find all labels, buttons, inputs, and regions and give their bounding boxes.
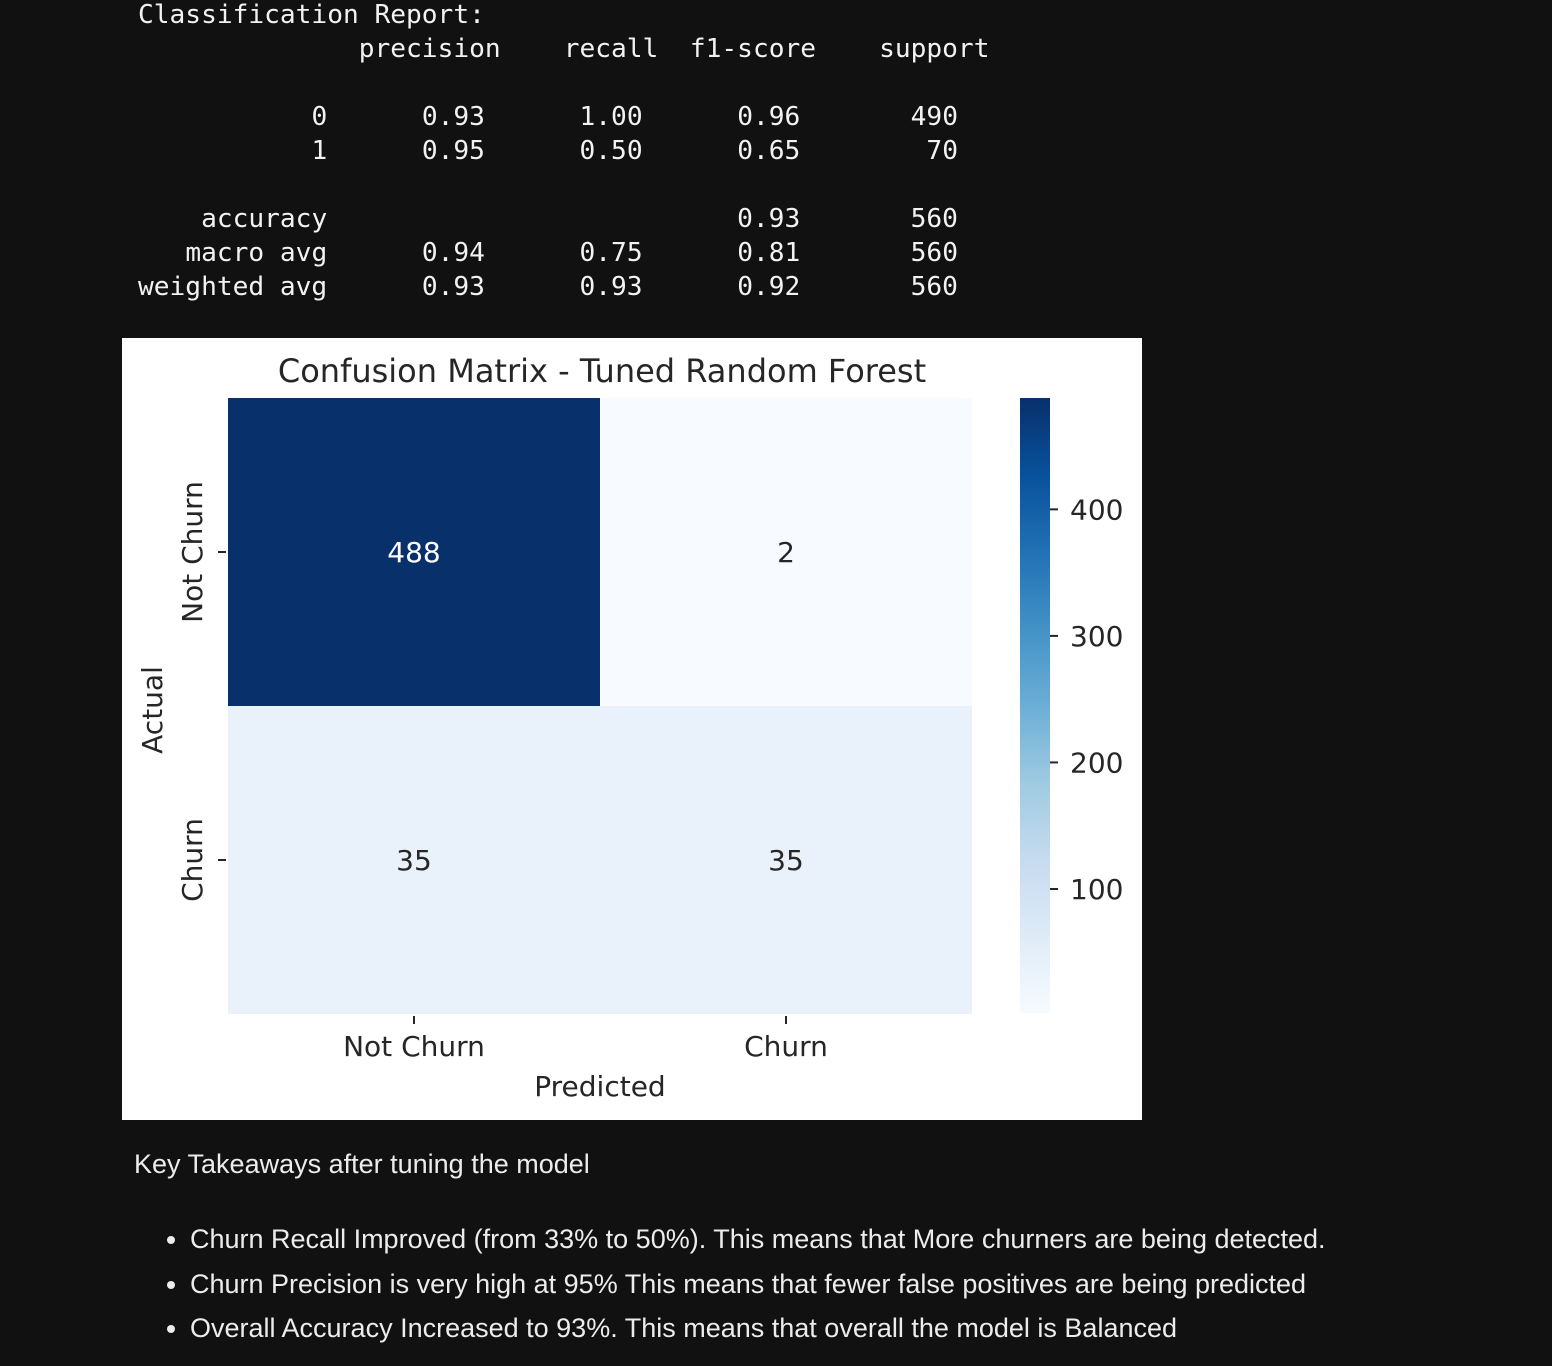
x-axis-label: Predicted bbox=[534, 1070, 665, 1103]
colorbar-tick-label: 400 bbox=[1070, 493, 1123, 526]
heatmap-cell bbox=[228, 706, 600, 1014]
report-cell-precision: 0.93 bbox=[421, 272, 485, 302]
report-row-label: weighted avg bbox=[138, 272, 328, 302]
report-cell-recall: 0.93 bbox=[579, 272, 643, 302]
chart-title: Confusion Matrix - Tuned Random Forest bbox=[278, 352, 926, 390]
heatmap-cell-label: 35 bbox=[768, 844, 804, 877]
takeaways-heading: Key Takeaways after tuning the model bbox=[134, 1149, 590, 1179]
heatmap-cell-label: 488 bbox=[387, 536, 440, 569]
report-header-f1: f1-score bbox=[689, 34, 817, 64]
heatmap-cell bbox=[600, 398, 972, 706]
report-cell-recall: 1.00 bbox=[579, 102, 643, 132]
report-cell-precision: 0.94 bbox=[421, 238, 485, 268]
report-header-support: support bbox=[879, 34, 990, 64]
report-cell-support: 490 bbox=[910, 102, 958, 132]
report-cell-support: 560 bbox=[910, 272, 958, 302]
report-table: precision recall f1-score support 0 0.93… bbox=[138, 34, 989, 302]
colorbar-tick-label: 300 bbox=[1070, 620, 1123, 653]
report-header-recall: recall bbox=[563, 34, 659, 64]
heatmap-cell-label: 2 bbox=[777, 536, 795, 569]
key-takeaways: Key Takeaways after tuning the model Chu… bbox=[134, 1144, 1534, 1351]
classification-report: Classification Report: precision recall … bbox=[138, 0, 989, 304]
report-cell-precision: 0.95 bbox=[421, 136, 485, 166]
report-cell-f1: 0.92 bbox=[737, 272, 801, 302]
report-row-label: 1 bbox=[311, 136, 328, 166]
report-row-label: 0 bbox=[311, 102, 328, 132]
x-tick-label: Not Churn bbox=[343, 1030, 485, 1063]
report-cell-f1: 0.93 bbox=[737, 204, 801, 234]
report-row-label: macro avg bbox=[185, 238, 328, 268]
y-tick-label: Churn bbox=[176, 818, 209, 902]
y-tick-label: Not Churn bbox=[176, 481, 209, 623]
report-header-precision: precision bbox=[358, 34, 501, 64]
confusion-matrix-figure: Confusion Matrix - Tuned Random Forest 4… bbox=[122, 338, 1142, 1120]
colorbar bbox=[1020, 398, 1050, 1013]
report-cell-f1: 0.81 bbox=[737, 238, 801, 268]
takeaway-item: Churn Recall Improved (from 33% to 50%).… bbox=[190, 1217, 1534, 1262]
report-title: Classification Report: bbox=[138, 0, 485, 30]
y-axis-label: Actual bbox=[136, 666, 169, 754]
confusion-matrix-svg: Confusion Matrix - Tuned Random Forest 4… bbox=[136, 352, 1123, 1103]
heatmap-cell bbox=[600, 706, 972, 1014]
takeaway-item: Overall Accuracy Increased to 93%. This … bbox=[190, 1306, 1534, 1351]
x-tick-label: Churn bbox=[744, 1030, 828, 1063]
report-cell-support: 560 bbox=[910, 238, 958, 268]
colorbar-tick-label: 100 bbox=[1070, 873, 1123, 906]
report-cell-precision: 0.93 bbox=[421, 102, 485, 132]
heatmap-cell bbox=[228, 398, 600, 706]
report-cell-f1: 0.65 bbox=[737, 136, 801, 166]
report-cell-recall: 0.50 bbox=[579, 136, 643, 166]
colorbar-tick-label: 200 bbox=[1070, 746, 1123, 779]
heatmap-cell-label: 35 bbox=[396, 844, 432, 877]
takeaway-item: Churn Precision is very high at 95% This… bbox=[190, 1262, 1534, 1307]
report-row-label: accuracy bbox=[201, 204, 328, 234]
takeaways-list: Churn Recall Improved (from 33% to 50%).… bbox=[134, 1217, 1534, 1351]
report-cell-recall: 0.75 bbox=[579, 238, 643, 268]
report-cell-support: 70 bbox=[926, 136, 958, 166]
report-cell-support: 560 bbox=[910, 204, 958, 234]
report-cell-f1: 0.96 bbox=[737, 102, 801, 132]
